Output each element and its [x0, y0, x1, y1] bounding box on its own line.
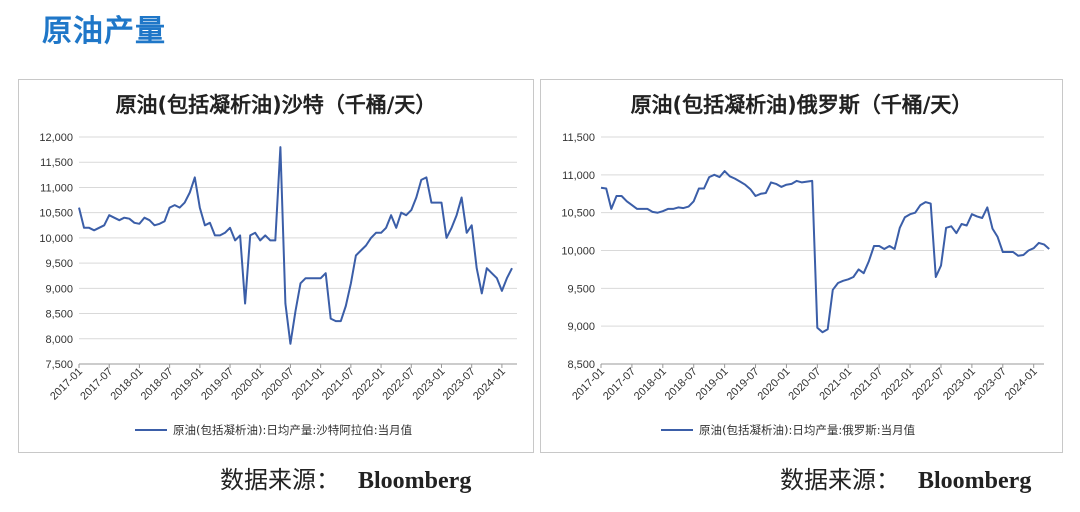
y-tick-label: 10,000 [39, 233, 73, 245]
x-tick-label: 2020-07 [786, 366, 823, 403]
x-tick-label: 2019-01 [169, 366, 206, 403]
russia-oil-production-chart: 原油(包括凝析油)俄罗斯（千桶/天） 8,500 9,000 9,500 10,000 1… [561, 93, 1050, 437]
x-tick-label: 2020-01 [756, 366, 793, 403]
x-tick-label: 2018-07 [139, 366, 176, 403]
chart-title: 原油(包括凝析油)沙特（千桶/天） [116, 93, 437, 117]
x-tick-label: 2021-07 [848, 366, 885, 403]
y-tick-label: 8,500 [567, 359, 595, 371]
legend-label: 原油(包括凝析油):日均产量:沙特阿拉伯:当月值 [173, 423, 413, 437]
legend-label: 原油(包括凝析油):日均产量:俄罗斯:当月值 [699, 423, 916, 437]
chart-panel-saudi: 原油(包括凝析油)沙特（千桶/天） 7,500 8,000 8,500 9,000 9,5… [18, 79, 534, 453]
x-tick-label: 2017-01 [48, 366, 85, 403]
x-tick-label: 2021-07 [320, 366, 357, 403]
x-tick-label: 2022-01 [879, 366, 916, 403]
chart-title: 原油(包括凝析油)俄罗斯（千桶/天） [631, 93, 973, 117]
data-source-label: 数据来源： [220, 466, 340, 494]
chart-panel-russia: 原油(包括凝析油)俄罗斯（千桶/天） 8,500 9,000 9,500 10,000 1… [540, 79, 1063, 453]
y-tick-label: 7,500 [45, 359, 73, 371]
x-tick-label: 2017-07 [78, 366, 115, 403]
data-source-left: 数据来源： Bloomberg [220, 460, 471, 495]
y-tick-label: 10,000 [561, 246, 595, 258]
x-tick-label: 2017-01 [570, 366, 607, 403]
x-tick-label: 2022-07 [380, 366, 417, 403]
x-tick-label: 2018-01 [109, 366, 146, 403]
x-tick-label: 2020-07 [260, 366, 297, 403]
data-source-name: Bloomberg [358, 468, 472, 494]
y-tick-label: 9,000 [567, 321, 595, 333]
y-tick-label: 11,500 [562, 132, 595, 144]
data-source-label: 数据来源： [780, 466, 900, 494]
x-tick-label: 2023-01 [411, 366, 448, 403]
y-tick-label: 12,000 [39, 132, 73, 144]
x-tick-label: 2020-01 [229, 366, 266, 403]
x-tick-label: 2019-07 [199, 366, 236, 403]
x-tick-label: 2023-07 [972, 366, 1009, 403]
x-tick-label: 2017-07 [601, 366, 638, 403]
x-tick-label: 2022-01 [350, 366, 387, 403]
y-tick-label: 11,000 [40, 182, 73, 194]
x-tick-label: 2024-01 [471, 366, 508, 403]
y-tick-label: 8,000 [45, 334, 73, 346]
x-tick-label: 2024-01 [1003, 366, 1040, 403]
series-line [78, 146, 513, 345]
x-tick-label: 2018-01 [632, 366, 669, 403]
x-tick-label: 2023-01 [941, 366, 978, 403]
x-tick-label: 2023-07 [441, 366, 478, 403]
y-tick-label: 11,500 [40, 157, 73, 169]
y-tick-label: 10,500 [39, 208, 73, 220]
page-title: 原油产量 [42, 14, 166, 49]
x-tick-label: 2019-07 [725, 366, 762, 403]
x-tick-label: 2018-07 [663, 366, 700, 403]
y-tick-label: 11,000 [562, 170, 595, 182]
y-tick-label: 9,500 [45, 258, 73, 270]
y-tick-label: 8,500 [45, 309, 73, 321]
x-tick-label: 2021-01 [290, 366, 327, 403]
data-source-right: 数据来源： Bloomberg [780, 460, 1031, 495]
series-line [600, 170, 1050, 334]
y-tick-label: 10,500 [561, 208, 595, 220]
x-tick-label: 2019-01 [694, 366, 731, 403]
y-tick-label: 9,500 [567, 283, 595, 295]
x-tick-label: 2021-01 [817, 366, 854, 403]
data-source-name: Bloomberg [918, 468, 1032, 494]
y-tick-label: 9,000 [45, 283, 73, 295]
x-tick-label: 2022-07 [910, 366, 947, 403]
saudi-oil-production-chart: 原油(包括凝析油)沙特（千桶/天） 7,500 8,000 8,500 9,000 9,5… [39, 93, 517, 437]
